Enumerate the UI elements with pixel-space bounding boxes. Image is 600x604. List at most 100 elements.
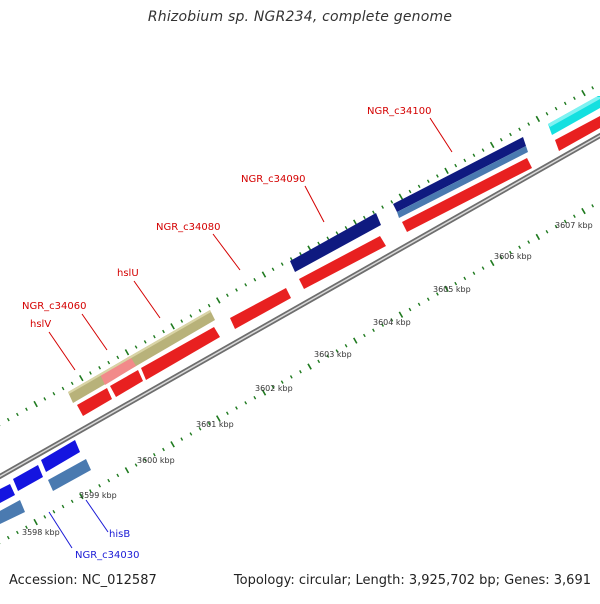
tick-mark [216,297,221,304]
tick-mark [299,370,302,374]
accession-text: Accession: NC_012587 [9,573,157,588]
tick-mark [472,153,476,157]
tick-mark [572,214,576,218]
tick-mark [134,345,138,349]
tick-mark [307,363,312,370]
tick-mark [107,478,111,483]
tick-mark [417,184,421,189]
tick-mark [244,283,248,287]
tick-mark [326,236,330,240]
tick-mark [89,489,92,493]
tick-mark [271,267,275,272]
tick-mark [189,314,193,318]
tick-mark [180,319,184,323]
tick-mark [25,525,28,530]
tick-mark [372,210,375,215]
feature-arrow-4[interactable] [230,288,291,329]
tick-mark [198,427,202,431]
tick-mark [535,233,541,241]
feature-label[interactable]: NGR_c34100 [367,106,432,117]
feature-label[interactable]: NGR_c34080 [156,222,221,233]
tick-mark [152,334,156,339]
feature-block-hisb[interactable] [48,459,91,491]
tick-mark [15,412,19,417]
tick-mark [408,307,412,312]
feature-block-hslv-pink[interactable] [100,356,136,385]
tick-mark [417,302,421,307]
tick-mark [253,277,257,282]
tick-mark [225,411,229,415]
tick-mark [299,252,302,256]
feature-label[interactable]: NGR_c34090 [241,174,306,185]
tick-mark [408,189,412,194]
feature-block-hslu[interactable] [68,310,215,403]
tick-mark [152,452,156,457]
tick-mark [170,323,175,330]
tick-mark [362,215,366,220]
tick-mark [509,132,512,137]
feature-block-ngr-c34100-sub[interactable] [397,146,528,218]
feature-arrow-blue-3[interactable] [0,484,15,503]
feature-block-ngr-c34100[interactable] [393,137,526,212]
ruler-tick-label: 3598 kbp [22,528,60,537]
feature-label[interactable]: hslU [117,268,139,279]
feature-block-cyan-top [548,97,600,127]
feature-arrow-blue-2[interactable] [13,465,43,491]
tick-mark [581,89,586,97]
feature-label[interactable]: hisB [109,529,130,540]
tick-mark [107,360,111,365]
feature-arrow-1[interactable] [77,388,112,416]
tick-mark [261,389,267,396]
tick-mark [225,293,229,297]
backbone [0,132,600,480]
feature-arrow-7[interactable] [555,116,600,151]
feature-block-hslu-edge [68,310,211,394]
tick-mark [344,226,348,230]
tick-mark [52,509,56,514]
tick-mark [353,337,358,344]
feature-arrow-6[interactable] [402,158,532,232]
tick-mark [162,447,165,452]
tick-mark [398,311,404,318]
feature-arrow-2[interactable] [110,370,143,397]
tick-mark [143,340,147,344]
tick-mark [426,179,430,183]
feature-labels: NGR_c34100 NGR_c34090 NGR_c34080 hslU NG… [22,106,432,561]
feature-arrow-blue-1[interactable] [41,440,80,472]
tick-mark [216,415,221,422]
tick-mark [79,374,84,382]
tick-mark [170,441,175,448]
tick-mark [444,167,449,174]
tick-mark [563,219,567,224]
feature-block-ngr-c34090[interactable] [290,213,381,272]
tick-mark [591,86,595,90]
tick-mark [70,381,74,386]
tick-mark [472,271,476,275]
ruler-tick-label: 3605 kbp [433,285,471,294]
feature-label[interactable]: NGR_c34060 [22,301,87,312]
tick-mark [426,297,430,301]
tick-mark [116,355,120,360]
tick-mark [463,276,467,281]
feature-block-ngr-c34030[interactable] [0,500,25,524]
tick-mark [509,250,512,255]
tick-mark [134,463,138,467]
ruler-tick-label: 3602 kbp [255,384,293,393]
tick-mark [335,349,339,353]
tick-mark [527,122,531,126]
tick-mark [591,204,595,208]
tick-mark [381,323,385,327]
tick-mark [79,492,84,500]
feature-arrow-3[interactable] [141,327,220,380]
tick-mark [481,266,485,270]
feature-arrow-5[interactable] [299,236,386,289]
tick-mark [335,231,339,235]
tick-mark [207,421,211,426]
feature-label[interactable]: NGR_c34030 [75,550,140,561]
tick-mark [253,395,257,400]
tick-mark [563,101,567,106]
feature-label[interactable]: hslV [30,319,51,330]
tick-mark [280,262,284,266]
tick-mark [124,467,130,474]
